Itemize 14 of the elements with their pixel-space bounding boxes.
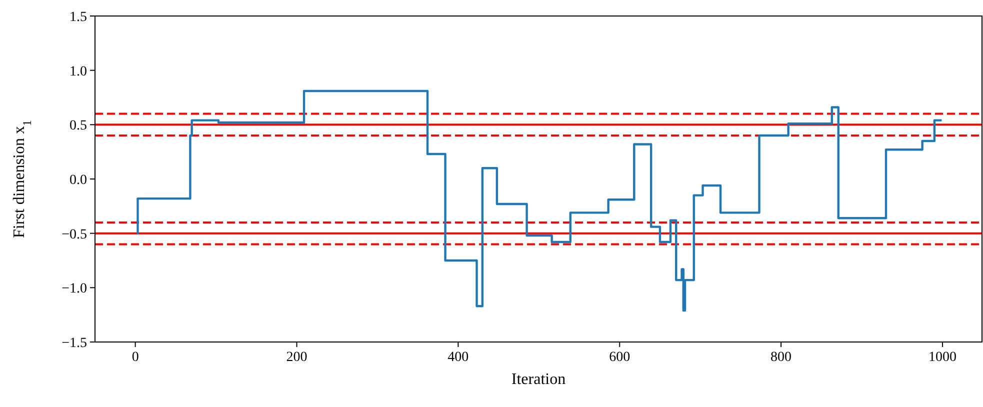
- x-tick-label: 600: [609, 350, 630, 365]
- x-tick-label: 800: [770, 350, 792, 365]
- y-tick-label: 0.0: [70, 173, 87, 188]
- x-tick-label: 400: [448, 350, 469, 365]
- x-axis-title: Iteration: [511, 371, 566, 388]
- y-tick-label: −0.5: [62, 227, 87, 242]
- x-tick-label: 1000: [928, 350, 956, 365]
- x-tick-label: 200: [286, 350, 308, 365]
- y-tick-label: 1.0: [70, 64, 87, 80]
- y-tick-label: 0.5: [70, 118, 87, 134]
- y-tick-label: −1.5: [62, 336, 87, 351]
- x-tick-label: 0: [132, 350, 139, 365]
- y-tick-label: −1.0: [62, 282, 87, 297]
- y-tick-label: 1.5: [70, 10, 87, 25]
